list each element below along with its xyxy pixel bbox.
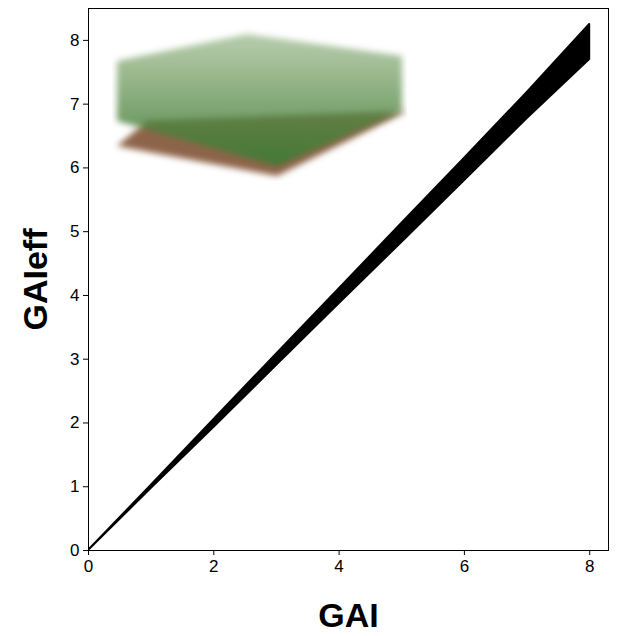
svg-text:5: 5 — [70, 222, 79, 241]
svg-text:6: 6 — [460, 557, 469, 576]
svg-text:7: 7 — [70, 95, 79, 114]
svg-text:2: 2 — [209, 557, 218, 576]
svg-text:0: 0 — [70, 541, 79, 560]
svg-text:GAIeff: GAIeff — [16, 228, 54, 331]
svg-text:4: 4 — [334, 557, 343, 576]
svg-text:8: 8 — [70, 31, 79, 50]
svg-text:1: 1 — [70, 477, 79, 496]
svg-text:4: 4 — [70, 286, 79, 305]
svg-text:2: 2 — [70, 413, 79, 432]
svg-text:6: 6 — [70, 158, 79, 177]
svg-text:8: 8 — [585, 557, 594, 576]
svg-text:3: 3 — [70, 350, 79, 369]
svg-text:GAI: GAI — [318, 596, 378, 634]
svg-text:0: 0 — [84, 557, 93, 576]
